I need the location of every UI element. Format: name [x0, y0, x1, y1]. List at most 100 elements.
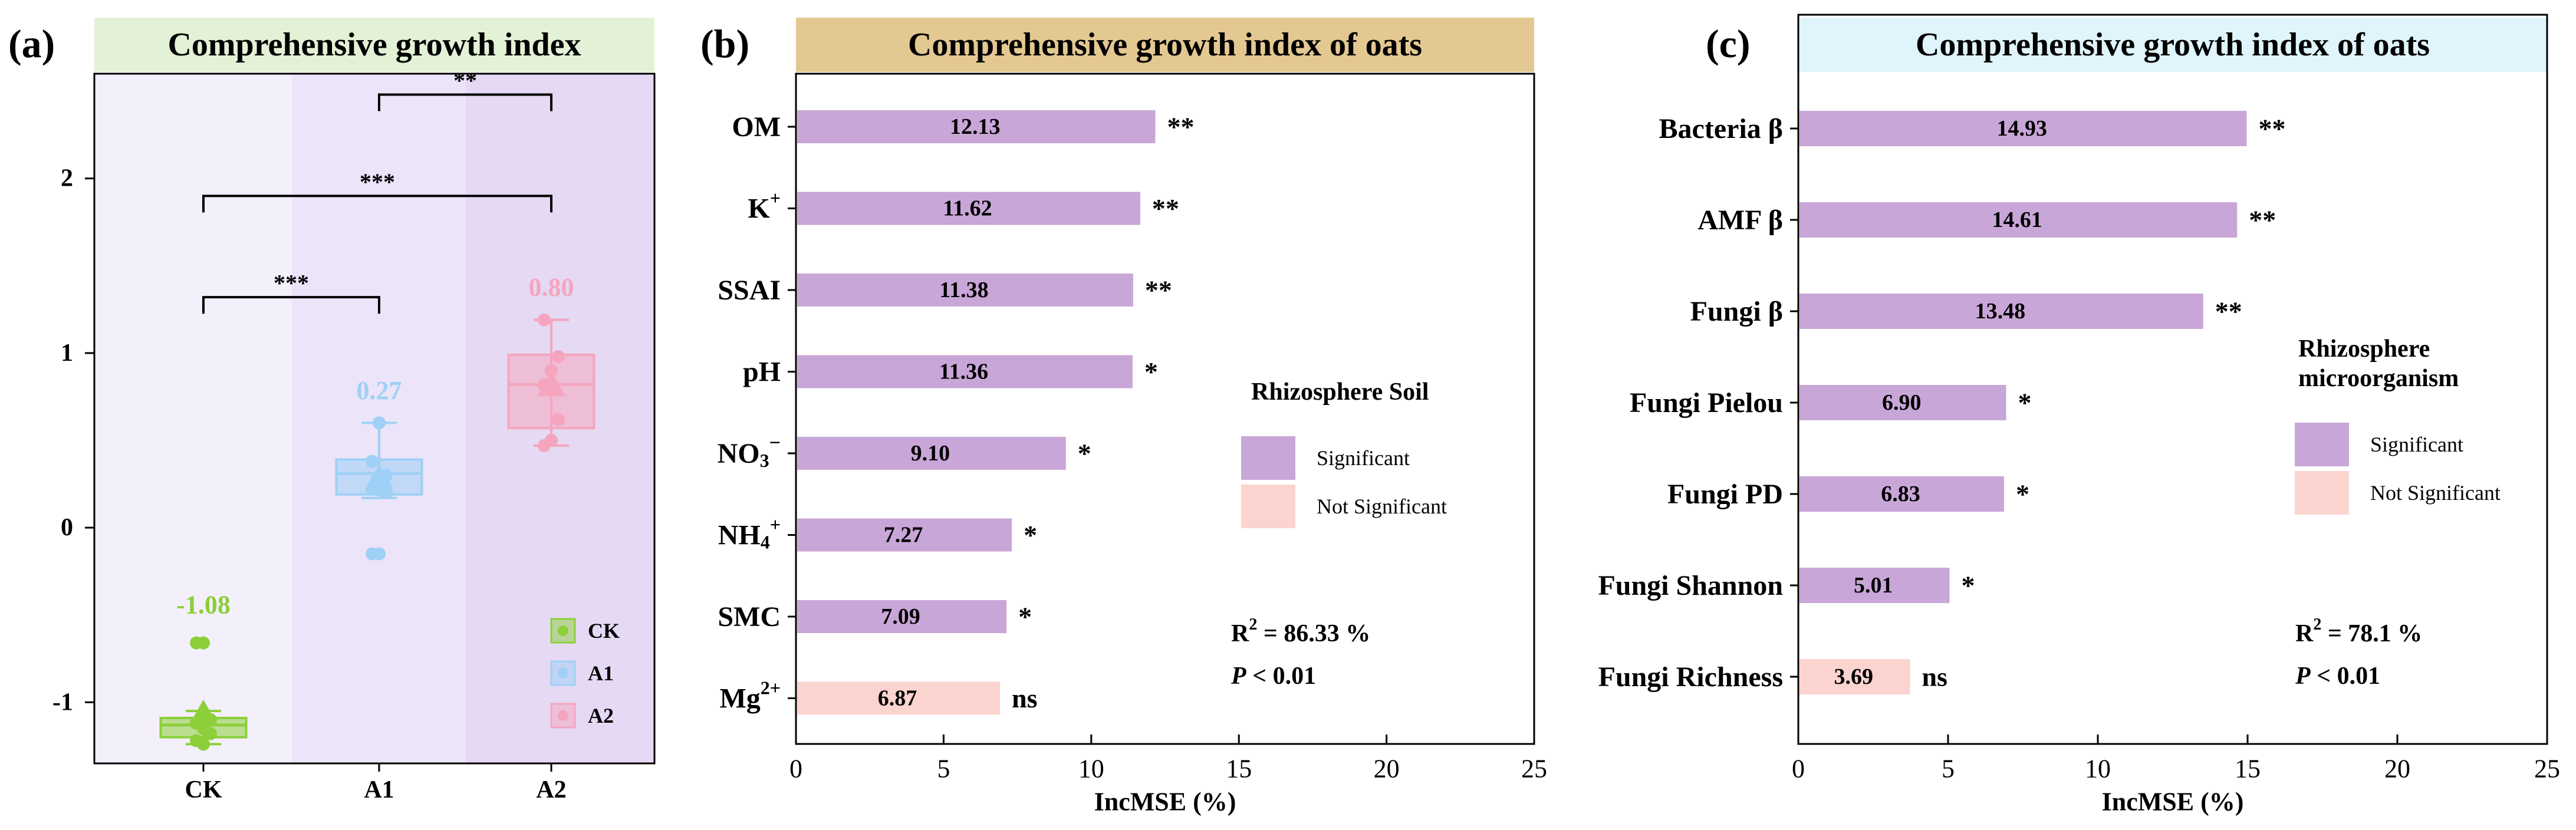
- bar-c: [1799, 476, 2004, 512]
- mean-marker-CK: [189, 700, 218, 725]
- category-label-b: pH: [743, 356, 781, 387]
- legend-label-b: Not Significant: [1317, 495, 1447, 518]
- panel-label-c: (c): [1706, 21, 1750, 66]
- p-value-value: < 0.01: [1246, 663, 1316, 690]
- legend-label-A1: A1: [588, 661, 614, 685]
- x-axis-label-b: IncMSE (%): [1094, 788, 1236, 816]
- significance-mark-c: *: [2018, 388, 2032, 418]
- legend-title-c: microorganism: [2298, 365, 2459, 392]
- category-label-b: K+: [748, 187, 781, 225]
- significance-bracket: [378, 93, 552, 111]
- mean-marker-A2: [537, 371, 565, 397]
- category-text: OM: [732, 111, 781, 143]
- mean-marker-A1: [365, 464, 393, 489]
- significance-mark-b: *: [1018, 602, 1032, 632]
- title-banner-a: [94, 18, 654, 72]
- r-squared-sup: 2: [1249, 615, 1257, 634]
- significance-mark-c: *: [1962, 571, 1975, 601]
- bar-b: [797, 600, 1007, 633]
- significance-mark-c: **: [2215, 297, 2242, 327]
- bar-b: [797, 437, 1066, 470]
- chart-title-a: Comprehensive growth index: [167, 27, 581, 63]
- significance-bracket: [202, 195, 552, 213]
- bar-value-label-c: 6.90: [1882, 390, 1922, 415]
- bar-value-label-c: 6.83: [1881, 482, 1920, 506]
- data-point-A1: [373, 416, 386, 430]
- significance-mark-b: *: [1078, 439, 1091, 469]
- data-point-A1: [366, 454, 379, 468]
- bar-c: [1799, 659, 1910, 694]
- category-label-c: Fungi Shannon: [1598, 570, 1783, 601]
- plot-frame-a: [93, 73, 656, 765]
- x-tick-label-b: 5: [937, 755, 950, 783]
- legend-label-CK: CK: [588, 619, 620, 643]
- r-squared-text-c: R2 = 78.1 %: [2295, 615, 2422, 648]
- category-text: Fungi Pielou: [1630, 387, 1783, 419]
- category-text: NO: [718, 438, 760, 469]
- legend-title-b: Rhizosphere Soil: [1251, 378, 1429, 406]
- legend-marker-A1: [558, 668, 568, 679]
- category-label-c: Fungi Richness: [1598, 661, 1783, 693]
- data-point-A1: [380, 486, 393, 499]
- legend-swatch-c: [2295, 471, 2349, 515]
- y-tick-label-a: 1: [61, 340, 73, 367]
- significance-label: ***: [360, 169, 395, 195]
- p-value-value: < 0.01: [2311, 663, 2380, 690]
- legend-swatch-A1: [550, 660, 576, 686]
- significance-bracket: [202, 296, 380, 314]
- significance-mark-c: **: [2249, 205, 2276, 235]
- mean-label-A1: 0.27: [357, 376, 402, 405]
- chart-title-c: Comprehensive growth index of oats: [1916, 27, 2430, 63]
- significance-mark-b: ns: [1012, 683, 1037, 713]
- category-text: NH: [718, 519, 761, 551]
- bar-c: [1799, 385, 2006, 420]
- data-point-A2: [545, 364, 558, 377]
- x-tick-label-c: 15: [2235, 755, 2261, 783]
- p-value-text-c: P < 0.01: [2295, 663, 2380, 690]
- category-text: Fungi Richness: [1598, 661, 1783, 693]
- chart-title-b: Comprehensive growth index of oats: [908, 27, 1422, 63]
- category-text: AMF β: [1697, 205, 1783, 236]
- significance-label: ***: [274, 270, 309, 297]
- r-squared-value: = 78.1 %: [2321, 620, 2422, 647]
- category-label-b: NO3−: [718, 432, 781, 472]
- bar-c: [1799, 568, 1950, 603]
- data-point-CK: [204, 727, 217, 740]
- category-label-b: Mg2+: [719, 677, 781, 714]
- bar-b: [797, 110, 1156, 143]
- category-text: Bacteria β: [1659, 113, 1783, 144]
- significance-mark-c: ns: [1922, 662, 1947, 692]
- data-point-A2: [552, 413, 565, 426]
- title-banner-b: [796, 18, 1534, 72]
- p-value-label: P: [2295, 663, 2311, 690]
- legend-swatch-b: [1241, 436, 1295, 480]
- legend-label-A2: A2: [588, 704, 614, 727]
- x-tick-label-c: 5: [1942, 755, 1955, 783]
- plot-frame-b: [795, 73, 1535, 745]
- panel-label-b: (b): [700, 21, 749, 66]
- r-squared-prefix: R: [1231, 620, 1249, 647]
- legend-label-c: Significant: [2370, 433, 2463, 456]
- bar-value-label-b: 11.62: [943, 196, 992, 221]
- y-tick-label-a: 2: [61, 165, 73, 192]
- bar-value-label-b: 7.09: [881, 604, 920, 629]
- r-squared-value: = 86.33 %: [1257, 620, 1370, 647]
- category-label-b: NH4+: [718, 514, 781, 553]
- bar-b: [797, 681, 1001, 715]
- category-superscript: +: [770, 187, 781, 209]
- data-point-CK: [197, 636, 210, 650]
- significance-mark-b: **: [1167, 112, 1194, 142]
- group-band-CK: [94, 74, 292, 763]
- x-tick-label-b: 10: [1078, 755, 1104, 783]
- bar-value-label-c: 3.69: [1834, 664, 1873, 689]
- category-label-c: Fungi PD: [1667, 479, 1783, 510]
- category-label-c: Fungi β: [1690, 296, 1783, 327]
- x-tick-label-a: A1: [364, 776, 394, 803]
- data-point-A2: [538, 313, 551, 327]
- y-tick-label-a: -1: [52, 689, 73, 716]
- category-text: pH: [743, 356, 781, 387]
- data-point-A2: [545, 434, 558, 447]
- legend-swatch-b: [1241, 485, 1295, 528]
- significance-mark-c: **: [2258, 114, 2285, 144]
- significance-mark-c: *: [2016, 479, 2029, 509]
